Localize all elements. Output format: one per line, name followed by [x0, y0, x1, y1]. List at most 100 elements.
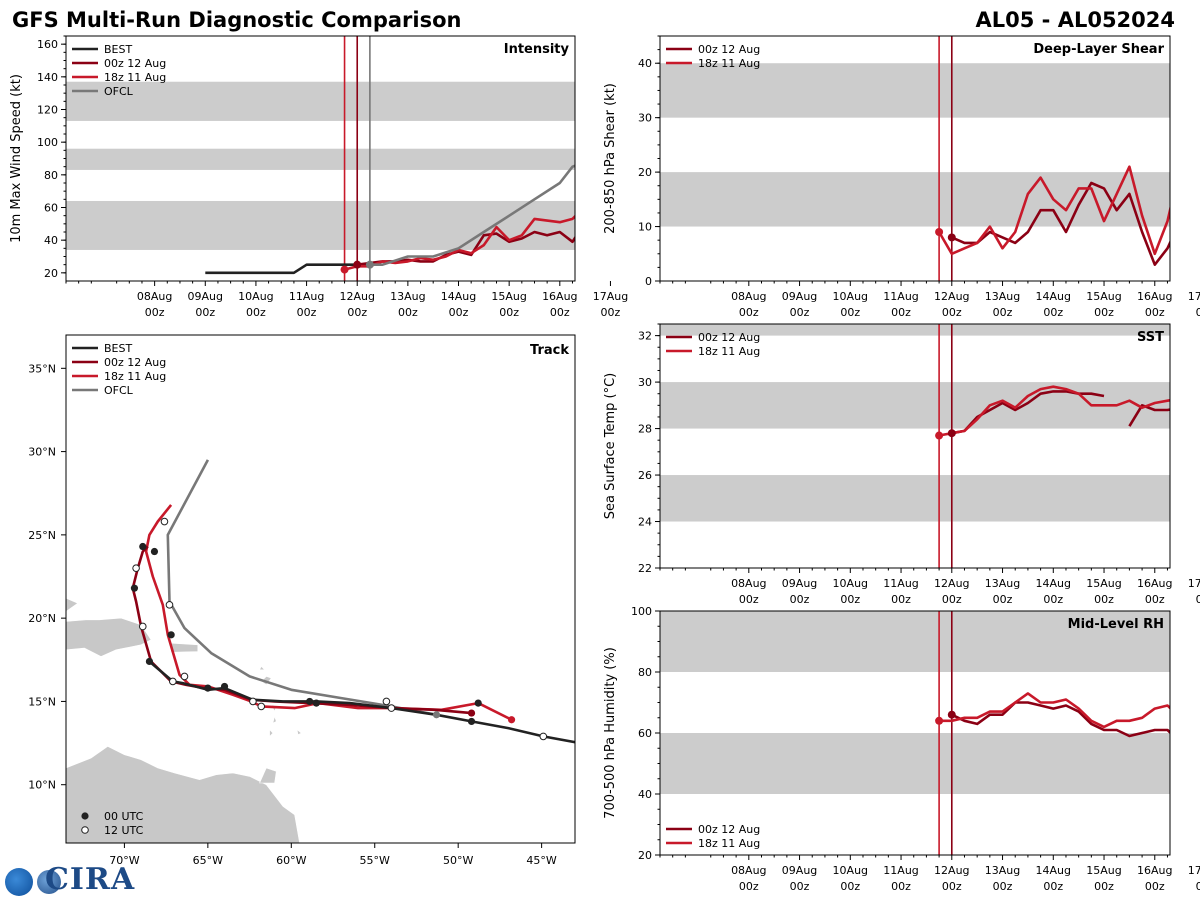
track-lat-label: 35°N [28, 362, 56, 375]
intensity-xtick-day: 17Aug [593, 290, 628, 303]
sst-xtick-day: 09Aug [782, 577, 817, 590]
sst-xtick-hour: 00z [942, 593, 962, 606]
track-point-legend-label: 00 UTC [104, 810, 144, 823]
sst-xtick-hour: 00z [1043, 593, 1063, 606]
track-series-ofcl [166, 459, 437, 717]
cira-logo: CIRA [5, 862, 134, 898]
sst-ytick-label: 30 [638, 376, 652, 389]
track-legend-label: 00z 12 Aug [104, 356, 166, 369]
sst-band-0 [660, 475, 1170, 522]
shear-plot-area [660, 36, 1170, 281]
sst-xtick-day: 15Aug [1086, 577, 1121, 590]
rh-xtick-hour: 00z [1094, 880, 1114, 893]
intensity-band-2 [66, 81, 575, 121]
rh-xtick-day: 08Aug [731, 864, 766, 877]
sst-xtick-day: 14Aug [1036, 577, 1071, 590]
track-point-12utc [165, 601, 174, 609]
track-point-12utc [382, 697, 391, 706]
rh-ylabel: 700-500 hPa Humidity (%) [603, 647, 618, 819]
shear-xtick-hour: 00z [942, 306, 962, 319]
track-point-12utc [539, 732, 548, 741]
rh-xtick-day: 16Aug [1137, 864, 1172, 877]
land-mass-9 [259, 767, 277, 784]
shear-panel: 0 10 20 30 40 08Aug 00z 09Aug 00z 10Aug 00z 11Aug 00… [603, 35, 1200, 319]
shear-xtick-hour: 00z [1145, 306, 1165, 319]
rh-xtick-day: 10Aug [833, 864, 868, 877]
track-legend-label: BEST [104, 342, 132, 355]
track-point-00utc [150, 547, 159, 556]
land-mass-0 [66, 746, 300, 843]
intensity-legend-label: OFCL [104, 85, 134, 98]
intensity-plot-area [66, 36, 575, 281]
sst-ylabel: Sea Surface Temp (°C) [603, 373, 618, 520]
shear-band-0 [660, 172, 1170, 227]
track-point-00utc [467, 709, 476, 717]
sst-panel: 22 24 26 28 30 32 08Aug 00z 09Aug 00z 10Aug 00z 11Au… [603, 323, 1200, 606]
sst-xtick-hour: 00z [790, 593, 810, 606]
track-point-00utc [432, 711, 441, 719]
track-point-00utc [474, 699, 482, 707]
track-legend-label: OFCL [104, 384, 134, 397]
rh-xtick-day: 09Aug [782, 864, 817, 877]
sst-xtick-hour: 00z [993, 593, 1013, 606]
shear-band-1 [660, 63, 1170, 118]
rh-series-00z-12-aug [951, 701, 1170, 738]
sst-band-1 [660, 382, 1170, 429]
intensity-ylabel: 10m Max Wind Speed (kt) [9, 74, 24, 243]
shear-xtick-hour: 00z [891, 306, 911, 319]
intensity-ytick-label: 80 [44, 169, 58, 182]
rh-xtick-hour: 00z [993, 880, 1013, 893]
sst-xtick-hour: 00z [1145, 593, 1165, 606]
shear-ytick-label: 30 [638, 112, 652, 125]
sst-series-18z-11-aug [938, 385, 1170, 437]
shear-xtick-day: 15Aug [1086, 290, 1121, 303]
sst-xtick-hour: 00z [840, 593, 860, 606]
track-point-legend-label: 12 UTC [104, 824, 144, 837]
track-point-12utc [257, 702, 266, 711]
intensity-xtick-hour: 00z [347, 306, 367, 319]
intensity-panel: 20 40 60 80 100 120 140 160 08Aug 00z 09Aug 00z 10Au… [9, 35, 628, 319]
rh-ytick-label: 40 [638, 788, 652, 801]
intensity-ytick-label: 160 [37, 38, 58, 51]
track-point-00utc [130, 584, 139, 592]
track-panel: 70°W 65°W 60°W 55°W 50°W 45°W 10°N 15°N 20°N 25°N… [28, 334, 576, 867]
intensity-ytick-label: 120 [37, 104, 58, 117]
intensity-xtick-day: 14Aug [441, 290, 476, 303]
rh-band-0 [660, 733, 1170, 794]
shear-xtick-day: 08Aug [731, 290, 766, 303]
track-legend-12utc-marker [81, 826, 89, 834]
rh-xtick-day: 13Aug [985, 864, 1020, 877]
sst-init-marker-1 [947, 429, 956, 438]
shear-ytick-label: 10 [638, 221, 652, 234]
intensity-xtick-day: 11Aug [289, 290, 324, 303]
shear-xtick-day: 13Aug [985, 290, 1020, 303]
sst-xtick-day: 13Aug [985, 577, 1020, 590]
rh-xtick-day: 11Aug [883, 864, 918, 877]
track-point-00utc [204, 684, 212, 692]
shear-ytick-label: 20 [638, 166, 652, 179]
intensity-xtick-day: 09Aug [188, 290, 223, 303]
sst-xtick-day: 08Aug [731, 577, 766, 590]
shear-xtick-day: 12Aug [934, 290, 969, 303]
shear-ylabel: 200-850 hPa Shear (kt) [603, 83, 618, 234]
sst-xtick-day: 11Aug [883, 577, 918, 590]
rh-xtick-hour: 00z [1043, 880, 1063, 893]
shear-xtick-day: 10Aug [833, 290, 868, 303]
track-lon-label: 45°W [526, 854, 556, 867]
intensity-band-1 [66, 148, 575, 170]
intensity-legend-label: BEST [104, 43, 132, 56]
sst-band-2 [660, 324, 1170, 336]
sst-legend-label: 00z 12 Aug [698, 331, 760, 344]
rh-ytick-label: 80 [638, 666, 652, 679]
shear-xtick-hour: 00z [790, 306, 810, 319]
track-point-12utc [249, 697, 257, 706]
shear-ytick-label: 0 [645, 275, 652, 288]
shear-legend-label: 18z 11 Aug [698, 57, 760, 70]
intensity-xtick-day: 13Aug [390, 290, 425, 303]
shear-series-18z-11-aug [937, 165, 1170, 256]
track-lon-label: 55°W [360, 854, 390, 867]
land-mass-3 [259, 665, 266, 671]
